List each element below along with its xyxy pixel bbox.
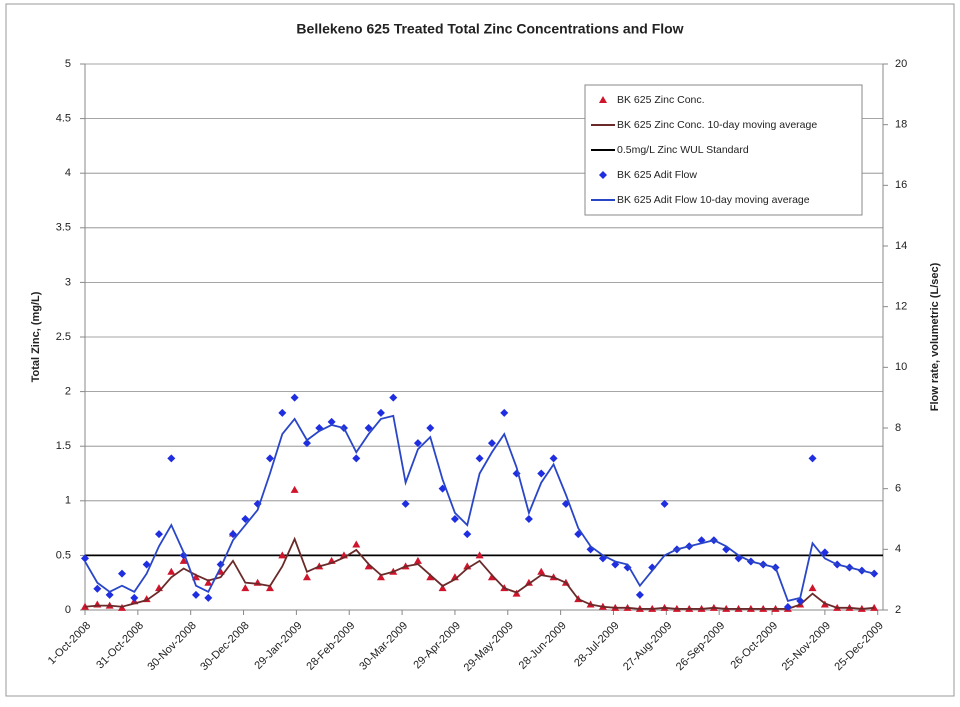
- y-tick-label: 1.5: [56, 440, 71, 452]
- triangle-point: [537, 567, 546, 575]
- triangle-point: [364, 562, 373, 570]
- diamond-point: [487, 439, 496, 448]
- triangle-point: [352, 540, 361, 548]
- y-tick-label: 3: [65, 276, 71, 288]
- legend-swatch: [599, 96, 607, 103]
- diamond-point: [191, 590, 200, 599]
- y-tick-label: 5: [65, 58, 71, 70]
- y2-tick-label: 18: [895, 119, 907, 131]
- diamond-point: [376, 408, 385, 417]
- diamond-point: [820, 548, 829, 557]
- y-tick-label: 0.5: [56, 549, 71, 561]
- y-tick-label: 3.5: [56, 222, 71, 234]
- diamond-point: [524, 515, 533, 523]
- series-line: [84, 414, 875, 602]
- triangle-point: [413, 556, 422, 564]
- diamond-point: [81, 554, 89, 563]
- triangle-point: [870, 603, 879, 611]
- triangle-point: [204, 578, 213, 586]
- y2-tick-label: 6: [895, 483, 901, 495]
- triangle-point: [808, 584, 817, 592]
- diamond-point: [302, 439, 311, 448]
- diamond-point: [537, 469, 546, 478]
- triangle-point: [290, 485, 299, 493]
- diamond-point: [290, 393, 299, 402]
- triangle-point: [265, 584, 274, 592]
- diamond-point: [204, 593, 213, 602]
- diamond-point: [389, 393, 398, 402]
- triangle-point: [475, 551, 484, 559]
- diamond-point: [401, 499, 410, 508]
- triangle-point: [241, 584, 250, 592]
- diamond-point: [117, 569, 126, 578]
- diamond-point: [413, 439, 422, 448]
- diamond-point: [93, 584, 102, 593]
- y-tick-label: 1: [65, 495, 71, 507]
- y2-tick-label: 14: [895, 240, 907, 252]
- diamond-point: [105, 590, 114, 599]
- y2-tick-label: 4: [895, 543, 901, 555]
- legend-label: BK 625 Zinc Conc. 10-day moving average: [617, 119, 817, 131]
- triangle-point: [278, 551, 287, 559]
- y-axis-title: Total Zinc, (mg/L): [30, 291, 42, 382]
- triangle-point: [179, 556, 188, 564]
- triangle-point: [302, 573, 311, 581]
- y-tick-label: 2.5: [56, 331, 71, 343]
- y-tick-label: 4: [65, 167, 71, 179]
- diamond-point: [352, 454, 361, 463]
- diamond-point: [142, 560, 151, 569]
- diamond-point: [660, 499, 669, 508]
- diamond-point: [327, 417, 336, 426]
- y2-axis-title: Flow rate, volumetric (L/sec): [929, 262, 941, 411]
- triangle-point: [376, 573, 385, 581]
- y2-tick-label: 8: [895, 422, 901, 434]
- diamond-point: [475, 454, 484, 463]
- diamond-point: [154, 530, 163, 539]
- triangle-point: [426, 573, 435, 581]
- y2-tick-label: 10: [895, 361, 907, 373]
- y2-tick-label: 16: [895, 179, 907, 191]
- diamond-point: [167, 454, 176, 463]
- diamond-point: [450, 515, 459, 523]
- y2-tick-label: 20: [895, 58, 907, 70]
- chart-title: Bellekeno 625 Treated Total Zinc Concent…: [296, 21, 683, 37]
- y-tick-label: 4.5: [56, 113, 71, 125]
- diamond-point: [265, 454, 274, 463]
- legend-swatch: [599, 171, 607, 179]
- diamond-point: [130, 593, 139, 602]
- legend-box: [584, 84, 863, 216]
- diamond-point: [500, 408, 509, 417]
- legend-label: BK 625 Adit Flow 10-day moving average: [617, 194, 810, 206]
- y-tick-label: 2: [65, 386, 71, 398]
- y-tick-label: 0: [65, 604, 71, 616]
- diamond-point: [549, 454, 558, 463]
- triangle-point: [524, 578, 533, 586]
- diamond-point: [241, 515, 250, 523]
- diamond-point: [783, 602, 792, 611]
- diamond-point: [278, 408, 287, 417]
- y2-tick-label: 2: [895, 604, 901, 616]
- diamond-point: [364, 424, 373, 432]
- diamond-point: [808, 454, 817, 463]
- series-line: [84, 536, 875, 610]
- legend-label: BK 625 Adit Flow: [617, 169, 697, 181]
- diamond-point: [426, 424, 435, 432]
- diamond-point: [635, 590, 644, 599]
- triangle-point: [167, 567, 176, 575]
- y2-tick-label: 12: [895, 301, 907, 313]
- legend-label: BK 625 Zinc Conc.: [617, 94, 705, 106]
- legend-label: 0.5mg/L Zinc WUL Standard: [617, 144, 749, 156]
- diamond-point: [463, 530, 472, 539]
- diamond-point: [228, 530, 237, 539]
- triangle-point: [438, 584, 447, 592]
